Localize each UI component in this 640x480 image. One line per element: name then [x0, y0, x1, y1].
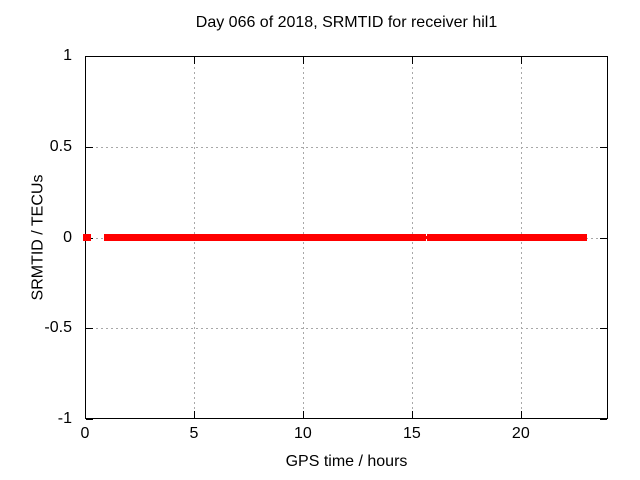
data-segment: [83, 234, 92, 241]
x-tick-mark: [193, 57, 195, 64]
x-tick-label: 20: [511, 425, 530, 442]
data-segment: [103, 234, 340, 241]
data-segment: [419, 236, 433, 239]
x-axis-title: GPS time / hours: [285, 453, 408, 470]
x-tick-mark: [520, 411, 522, 418]
x-tick-mark: [85, 57, 86, 64]
chart-title: Day 066 of 2018, SRMTID for receiver hil…: [195, 14, 498, 31]
x-tick-label: 15: [402, 425, 421, 442]
x-tick-mark: [520, 57, 522, 64]
plot-area: [83, 56, 608, 420]
x-tick-label: 0: [80, 425, 90, 442]
y-tick-mark: [600, 237, 607, 239]
y-tick-mark: [600, 328, 607, 330]
y-tick-mark: [600, 146, 607, 148]
y-tick-label: -1: [57, 410, 72, 427]
y-tick-label: 1: [63, 47, 72, 64]
x-tick-mark: [193, 411, 195, 418]
gridline-y0.5: [86, 146, 607, 148]
y-tick-label: -0.5: [44, 319, 72, 337]
y-tick-mark: [86, 146, 93, 148]
x-tick-label: 5: [189, 425, 199, 442]
y-tick-label: 0.5: [49, 137, 72, 155]
y-tick-mark: [600, 419, 607, 420]
y-tick-mark: [86, 56, 93, 57]
x-tick-mark: [85, 411, 86, 418]
x-tick-mark: [411, 57, 413, 64]
x-tick-label: 10: [294, 425, 312, 442]
y-tick-mark: [86, 419, 93, 420]
x-tick-mark: [302, 411, 304, 418]
x-tick-mark: [302, 57, 304, 64]
x-tick-mark: [411, 411, 413, 418]
gridline-y-0.5: [86, 328, 607, 330]
data-segment: [426, 234, 588, 241]
y-tick-mark: [600, 56, 607, 57]
data-segment: [398, 234, 410, 241]
y-tick-label: 0: [63, 228, 72, 246]
data-segment: [408, 234, 426, 241]
data-segment: [337, 234, 402, 241]
y-tick-mark: [86, 328, 93, 330]
